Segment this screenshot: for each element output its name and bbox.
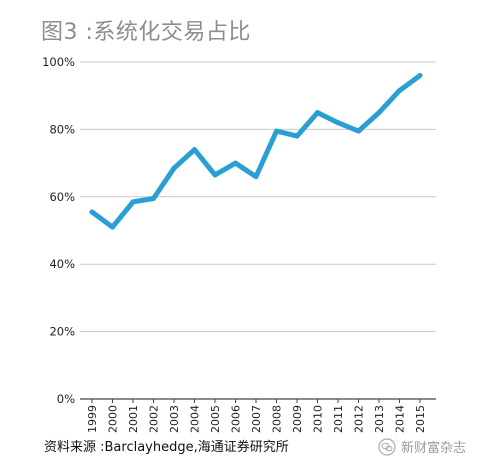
chart-title: 图3 :系统化交易占比 <box>41 20 251 45</box>
x-tick-label: 2015 <box>414 405 427 433</box>
data-point <box>253 174 259 180</box>
x-tick-label: 2007 <box>250 405 263 433</box>
x-tick-label: 2009 <box>291 405 304 433</box>
data-point <box>130 199 136 205</box>
x-tick-label: 2012 <box>353 405 366 433</box>
series-layer <box>89 72 423 230</box>
x-tick-label: 2003 <box>168 405 181 433</box>
x-tick-label: 1999 <box>86 405 99 433</box>
x-tick-label: 2005 <box>209 405 222 433</box>
data-point <box>294 133 300 139</box>
data-point <box>212 172 218 178</box>
y-tick-label: 40% <box>49 257 75 271</box>
x-axis-ticks: 1999 2000 2001 2002 2003 2004 2005 2006 2007 2008… <box>86 399 427 433</box>
x-tick-label: 2004 <box>189 405 202 433</box>
x-tick-label: 2011 <box>332 405 345 433</box>
wechat-icon <box>378 437 396 456</box>
y-tick-label: 20% <box>49 325 75 339</box>
gridlines <box>80 61 436 400</box>
data-point <box>315 110 320 116</box>
data-point <box>356 128 361 134</box>
y-axis-ticks: 0% 20% 40% 60% 80% 100% <box>42 55 75 406</box>
y-tick-label: 60% <box>49 190 75 204</box>
data-point <box>274 128 279 134</box>
x-tick-label: 2001 <box>127 405 140 433</box>
watermark-text: 新财富杂志 <box>401 441 467 456</box>
source-note: 资料来源 :Barclayhedge,海通证券研究所 <box>44 440 289 455</box>
x-tick-label: 2006 <box>230 405 243 433</box>
x-tick-label: 2013 <box>373 405 386 433</box>
y-tick-label: 100% <box>42 55 75 69</box>
series-line <box>89 73 423 230</box>
y-tick-label: 80% <box>49 122 75 136</box>
data-point <box>376 110 382 116</box>
data-point <box>110 224 115 230</box>
watermark: 新财富杂志 <box>378 437 466 456</box>
x-tick-label: 2000 <box>107 405 120 433</box>
data-point <box>192 147 197 153</box>
data-point <box>171 165 177 171</box>
y-tick-label: 0% <box>57 392 75 406</box>
data-point <box>397 88 402 94</box>
data-point <box>417 72 423 78</box>
data-point <box>151 195 156 201</box>
x-tick-label: 2002 <box>148 405 161 433</box>
data-point <box>89 209 95 215</box>
data-point <box>335 120 341 126</box>
x-tick-label: 2014 <box>394 405 407 433</box>
data-point <box>233 160 238 166</box>
x-tick-label: 2010 <box>312 405 325 433</box>
x-tick-label: 2008 <box>271 405 284 433</box>
